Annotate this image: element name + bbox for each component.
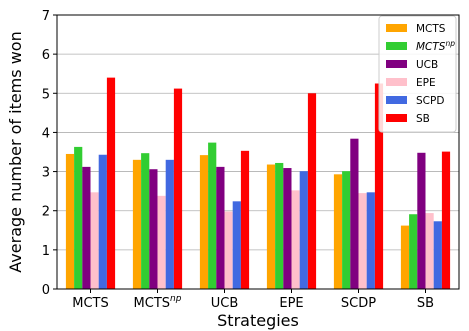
bar: [82, 166, 91, 289]
bar: [333, 174, 343, 289]
bar: [173, 88, 183, 290]
bar: [350, 138, 359, 289]
y-tick-label: 3: [42, 166, 50, 181]
legend-entry: MCTS: [416, 23, 446, 35]
legend-entry-text: SB: [416, 113, 430, 125]
legend-swatch: [386, 96, 407, 104]
y-tick-label: 6: [42, 48, 50, 63]
legend-swatch: [386, 42, 407, 50]
x-tick-label-text: EPE: [279, 296, 303, 311]
bar: [441, 151, 451, 289]
bar: [307, 93, 317, 290]
bars: [65, 77, 451, 290]
legend-entry-text: EPE: [416, 77, 436, 89]
bar: [106, 77, 116, 289]
x-tick-label-text: MCTS: [72, 296, 109, 311]
bar: [98, 154, 107, 289]
bar: [417, 152, 426, 289]
x-tick-label-text: UCB: [211, 296, 239, 311]
bar: [358, 193, 367, 289]
legend-entry: UCB: [416, 59, 438, 71]
y-axis-ticks: 0 1 2 3 4 5 6 7: [42, 9, 57, 298]
bar: [141, 153, 150, 289]
bar: [208, 142, 217, 289]
bar: [157, 195, 166, 289]
bar: [291, 190, 300, 289]
x-tick-label: MCTS: [72, 296, 109, 311]
bar: [165, 159, 174, 289]
x-tick-label: SB: [417, 296, 434, 311]
bar: [266, 164, 276, 289]
legend-swatch: [386, 24, 407, 32]
legend-entry-text: UCB: [416, 59, 438, 71]
bar: [433, 221, 442, 289]
bar: [199, 155, 209, 289]
y-tick-label: 2: [42, 205, 50, 220]
x-axis-label: Strategies: [217, 311, 299, 330]
bar: [342, 171, 351, 289]
bar: [425, 213, 434, 289]
x-tick-label: UCB: [211, 296, 239, 311]
bar: [299, 171, 308, 289]
legend-swatch: [386, 60, 407, 68]
grid: [57, 14, 459, 290]
legend-entry-superscript: np: [445, 39, 455, 48]
bar: [366, 192, 375, 289]
legend-entry: MCTSnp: [416, 39, 455, 53]
bar: [232, 201, 241, 289]
legend-entry: SCPD: [416, 95, 444, 107]
x-tick-label-text: SCDP: [341, 296, 376, 311]
x-tick-label: EPE: [279, 296, 303, 311]
legend-entry-text: SCPD: [416, 95, 444, 107]
bar: [400, 225, 410, 289]
bar: [132, 159, 142, 289]
legend-entry-text: MCTS: [416, 41, 446, 53]
bar: [74, 146, 83, 289]
legend-swatch: [386, 114, 407, 122]
y-axis-label: Average number of items won: [6, 31, 25, 272]
bar: [65, 153, 75, 289]
x-tick-label-superscript: np: [170, 294, 182, 304]
legend-entry: EPE: [416, 77, 436, 89]
bar: [275, 162, 284, 289]
y-tick-label: 4: [42, 126, 50, 141]
x-axis-ticks: MCTS MCTSnp UCB EPE SCDP SB: [72, 289, 434, 311]
legend-entry-text: MCTS: [416, 23, 446, 35]
legend-swatch: [386, 78, 407, 86]
bar: [216, 166, 225, 289]
x-tick-label: MCTSnp: [134, 294, 182, 311]
bar: [283, 168, 292, 289]
y-tick-label: 0: [42, 283, 50, 298]
x-tick-label-text: MCTS: [134, 296, 171, 311]
x-tick-label: SCDP: [341, 296, 376, 311]
plot-frame: [56, 14, 460, 290]
legend-entry: SB: [416, 113, 430, 125]
y-tick-label: 5: [42, 87, 50, 102]
y-tick-label: 1: [42, 244, 50, 259]
bar: [149, 169, 158, 289]
y-tick-label: 7: [42, 9, 50, 24]
bar: [409, 214, 418, 289]
bar: [374, 83, 384, 289]
bar: [90, 192, 99, 289]
bar: [240, 150, 250, 289]
bar: [224, 211, 233, 289]
x-tick-label-text: SB: [417, 296, 434, 311]
